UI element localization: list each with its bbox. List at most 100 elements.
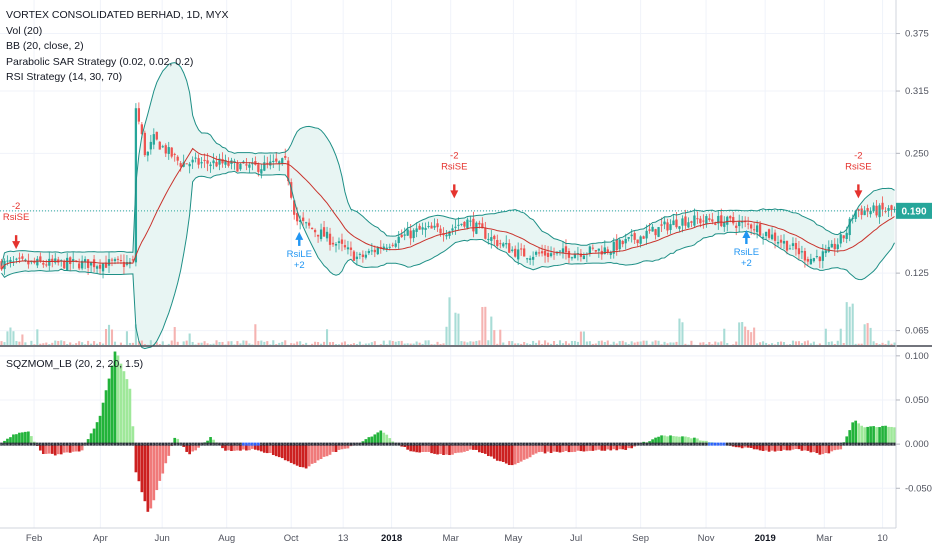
volume-bar: [490, 316, 493, 345]
squeeze-dot: [137, 442, 141, 446]
volume-bar: [400, 340, 403, 345]
candle-body: [830, 243, 833, 248]
candle-body: [531, 256, 535, 260]
volume-bar: [672, 342, 675, 345]
volume-bar: [314, 341, 317, 345]
subpane-legend[interactable]: SQZMOM_LB (20, 2, 20, 1.5): [6, 358, 144, 370]
momentum-bar: [567, 444, 571, 453]
candle-body: [884, 210, 887, 212]
momentum-bar: [427, 444, 430, 452]
candle-body: [191, 159, 194, 163]
squeeze-dot: [728, 442, 732, 446]
candle-body: [860, 208, 863, 215]
candle-body: [618, 239, 621, 250]
candle-body: [836, 244, 839, 249]
momentum-bar: [624, 444, 628, 450]
squeeze-dot: [442, 442, 445, 446]
momentum-bar: [528, 444, 532, 458]
momentum-bar: [80, 444, 84, 451]
price-axis-label: 0.065: [905, 326, 929, 337]
volume-bar: [499, 329, 502, 345]
squeeze-dot: [702, 442, 705, 446]
current-price-tag: [896, 202, 932, 219]
volume-bar: [57, 340, 60, 345]
volume-bar: [215, 340, 218, 345]
momentum-bar: [445, 444, 448, 455]
volume-bar: [140, 340, 143, 345]
momentum-bar: [113, 351, 117, 445]
time-axis-label: May: [504, 533, 522, 544]
volume-bar: [281, 341, 284, 345]
candle-body: [699, 218, 702, 224]
volume-bar: [87, 340, 90, 345]
squeeze-dot: [833, 442, 837, 446]
volume-bar: [218, 342, 221, 345]
momentum-bar: [600, 444, 604, 451]
squeeze-dot: [489, 442, 493, 446]
momentum-bar: [486, 444, 490, 457]
volume-bar: [78, 341, 81, 345]
volume-bar: [200, 342, 203, 345]
candle-body: [594, 250, 597, 252]
candle-body: [833, 243, 836, 250]
candle-body: [845, 232, 848, 239]
volume-bar: [6, 331, 9, 345]
momentum-bar: [242, 444, 245, 450]
squeeze-dot: [134, 442, 138, 446]
momentum-bar: [501, 444, 505, 462]
volume-bar: [24, 342, 27, 345]
candle-body: [239, 164, 242, 170]
momentum-bar: [245, 444, 248, 451]
squeeze-dot: [537, 442, 541, 446]
volume-bar: [681, 322, 684, 345]
candle-body: [738, 221, 741, 227]
time-axis-label: 13: [338, 533, 349, 544]
volume-bar: [185, 340, 188, 345]
candle-body: [21, 256, 24, 259]
legend-parabolic-sar[interactable]: Parabolic SAR Strategy (0.02, 0.02, 0.2): [6, 55, 194, 68]
candle-body: [660, 224, 663, 226]
volume-bar: [337, 344, 341, 345]
signal-label: RsiLE: [734, 247, 759, 258]
momentum-bar: [86, 439, 90, 445]
momentum-bar: [454, 444, 457, 454]
candle-body: [773, 232, 777, 241]
candle-body: [520, 248, 523, 250]
momentum-bar: [863, 427, 866, 445]
volume-bar: [439, 343, 442, 345]
squeeze-dot: [878, 442, 881, 446]
candle-body: [735, 225, 738, 228]
candle-body: [39, 256, 42, 262]
momentum-bar: [131, 426, 135, 445]
squeeze-dot: [481, 442, 484, 446]
momentum-bar: [573, 444, 577, 452]
candle-body: [260, 169, 263, 174]
squeeze-dot: [56, 442, 60, 446]
candle-body: [394, 243, 397, 247]
candle-body: [484, 227, 487, 239]
symbol-title[interactable]: VORTEX CONSOLIDATED BERHAD, 1D, MYX: [6, 9, 229, 21]
candle-body: [227, 161, 230, 166]
candle-body: [206, 160, 209, 164]
squeeze-dot: [881, 442, 884, 446]
buy-arrow-icon: [295, 231, 304, 240]
candle-body: [304, 222, 308, 224]
legend-bollinger-bands[interactable]: BB (20, close, 2): [6, 40, 84, 53]
candle-body: [296, 213, 299, 222]
squeeze-dot: [421, 442, 424, 446]
momentum-bar: [110, 365, 114, 445]
time-axis-label: Aug: [218, 533, 235, 544]
squeeze-dot: [809, 442, 813, 446]
legend-volume[interactable]: Vol (20): [6, 24, 43, 37]
volume-bar: [517, 343, 520, 345]
volume-bar: [30, 340, 33, 345]
candle-body: [376, 247, 379, 255]
legend-rsi-strategy[interactable]: RSI Strategy (14, 30, 70): [6, 71, 123, 84]
time-axis-label: Jul: [570, 533, 582, 544]
volume-bar: [284, 340, 287, 345]
momentum-bar: [612, 444, 616, 450]
candle-body: [546, 252, 550, 257]
momentum-bar: [800, 444, 804, 451]
squeeze-dot: [513, 442, 517, 446]
